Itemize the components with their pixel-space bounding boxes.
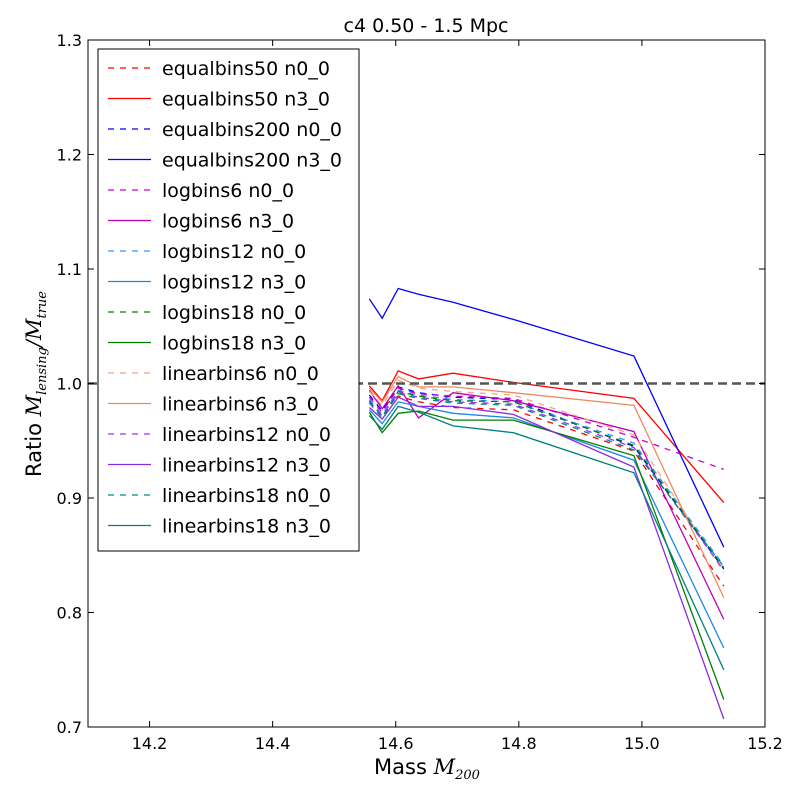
y-axis-label-slash: / bbox=[22, 338, 46, 349]
x-tick-label: 14.4 bbox=[255, 734, 291, 753]
y-tick-label: 0.8 bbox=[57, 604, 82, 623]
x-tick-label: 14.8 bbox=[501, 734, 537, 753]
legend-label: logbins12 n3_0 bbox=[162, 272, 306, 294]
legend-label: equalbins50 n3_0 bbox=[162, 89, 330, 111]
series-line-logbins12-n3-0 bbox=[368, 401, 725, 649]
series-line-logbins18-n0-0 bbox=[368, 390, 725, 569]
legend-label: linearbins12 n3_0 bbox=[162, 455, 331, 477]
series-line-logbins6-n0-0 bbox=[368, 387, 725, 471]
y-axis-label-sub-1: lensing bbox=[35, 347, 50, 395]
y-tick-label: 1.2 bbox=[57, 146, 82, 165]
series-line-linearbins6-n3-0 bbox=[368, 375, 725, 598]
legend-label: linearbins18 n3_0 bbox=[162, 516, 331, 538]
series-line-linearbins6-n0-0 bbox=[368, 379, 725, 573]
x-axis-label-math: M bbox=[433, 755, 456, 779]
chart-title: c4 0.50 - 1.5 Mpc bbox=[344, 15, 509, 37]
y-axis-label-text: Ratio bbox=[22, 416, 46, 477]
y-axis-label-sub-2: true bbox=[35, 291, 50, 319]
x-axis-label-text: Mass bbox=[374, 755, 434, 779]
axis-ticks: 14.2 14.4 14.6 14.8 15.0 15.2 0.7 0.8 0.9 1.0 1.1 1… bbox=[57, 31, 783, 753]
series-line-equalbins200-n3-0 bbox=[368, 287, 725, 548]
plot-area bbox=[368, 287, 725, 720]
series-line-linearbins12-n3-0 bbox=[368, 396, 725, 720]
legend-box bbox=[97, 48, 360, 552]
legend-label: equalbins50 n0_0 bbox=[162, 58, 330, 80]
series-line-linearbins12-n0-0 bbox=[368, 391, 725, 571]
legend-label: linearbins12 n0_0 bbox=[162, 424, 331, 446]
legend-label: logbins18 n0_0 bbox=[162, 302, 306, 324]
x-axis-label: Mass M200 bbox=[374, 755, 480, 783]
y-axis-label: Ratio Mlensing/Mtrue bbox=[22, 291, 50, 477]
series-line-linearbins18-n0-0 bbox=[368, 393, 725, 568]
legend-label: linearbins6 n0_0 bbox=[162, 363, 319, 385]
legend-label: logbins12 n0_0 bbox=[162, 241, 306, 263]
series-line-linearbins18-n3-0 bbox=[368, 405, 725, 671]
x-tick-label: 15.2 bbox=[747, 734, 783, 753]
x-tick-label: 14.6 bbox=[378, 734, 414, 753]
series-line-equalbins50-n3-0 bbox=[368, 370, 725, 504]
y-tick-label: 1.1 bbox=[57, 260, 82, 279]
x-tick-label: 15.0 bbox=[624, 734, 660, 753]
legend-label: equalbins200 n3_0 bbox=[162, 150, 342, 172]
series-line-logbins6-n3-0 bbox=[368, 384, 725, 620]
x-tick-label: 14.2 bbox=[132, 734, 168, 753]
y-tick-label: 0.7 bbox=[57, 718, 82, 737]
series-line-logbins18-n3-0 bbox=[368, 410, 725, 700]
legend-label: logbins18 n3_0 bbox=[162, 333, 306, 355]
legend-label: linearbins18 n0_0 bbox=[162, 485, 331, 507]
legend-label: logbins6 n3_0 bbox=[162, 211, 294, 233]
legend-label: linearbins6 n3_0 bbox=[162, 394, 319, 416]
legend-label: logbins6 n0_0 bbox=[162, 180, 294, 202]
y-tick-label: 1.0 bbox=[57, 375, 82, 394]
legend: equalbins50 n0_0 equalbins50 n3_0 equalbin… bbox=[97, 48, 360, 552]
series-line-logbins12-n0-0 bbox=[368, 389, 725, 566]
y-axis-label-math-1: M bbox=[22, 394, 46, 417]
y-tick-label: 0.9 bbox=[57, 489, 82, 508]
legend-label: equalbins200 n0_0 bbox=[162, 119, 342, 141]
y-tick-label: 1.3 bbox=[57, 31, 82, 50]
x-axis-label-sub: 200 bbox=[454, 768, 480, 783]
y-axis-label-math-2: M bbox=[22, 318, 46, 341]
